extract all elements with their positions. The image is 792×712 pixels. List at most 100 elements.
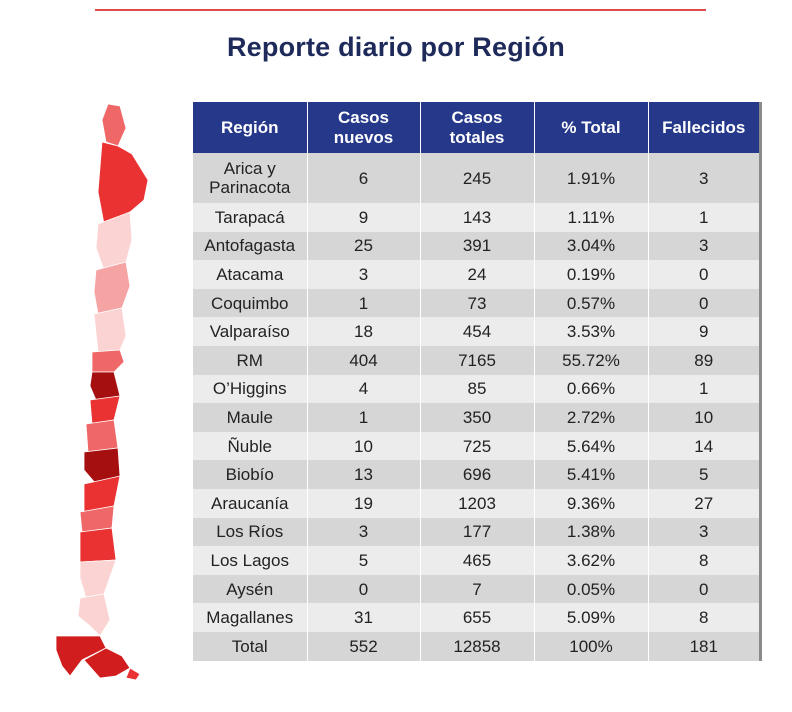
total-cases-cell: 391 xyxy=(420,231,535,261)
region-cell: Maule xyxy=(193,403,308,432)
deaths-cell: 3 xyxy=(648,153,759,203)
table-row: Los Ríos 3 177 1.38% 3 xyxy=(193,517,759,547)
total-cases-cell: 177 xyxy=(420,517,535,547)
table-row: Biobío 13 696 5.41% 5 xyxy=(193,460,759,489)
map-region-6 xyxy=(91,349,125,373)
region-cell: Aysén xyxy=(193,574,308,604)
new-cases-cell: 404 xyxy=(307,345,421,375)
region-cell: Arica y Parinacota xyxy=(193,153,308,203)
new-cases-cell: 9 xyxy=(307,203,421,232)
total-total-cases-cell: 12858 xyxy=(420,631,535,661)
region-cell: RM xyxy=(193,345,308,375)
region-cell: Atacama xyxy=(193,260,308,289)
map-region-7 xyxy=(89,371,121,401)
table-row: Los Lagos 5 465 3.62% 8 xyxy=(193,546,759,575)
deaths-cell: 14 xyxy=(648,431,759,461)
percent-total-cell: 2.72% xyxy=(534,403,649,432)
new-cases-cell: 10 xyxy=(307,431,421,461)
table-row: Valparaíso 18 454 3.53% 9 xyxy=(193,317,759,346)
column-header-total-cases: Casos totales xyxy=(420,102,535,153)
total-cases-cell: 143 xyxy=(420,203,535,232)
total-cases-cell: 245 xyxy=(420,153,535,203)
total-cases-cell: 465 xyxy=(420,546,535,575)
map-region-13 xyxy=(79,527,117,563)
percent-total-cell: 3.62% xyxy=(534,546,649,575)
column-header-region: Región xyxy=(193,102,308,153)
region-cell: Magallanes xyxy=(193,603,308,632)
region-cell: Biobío xyxy=(193,460,308,489)
map-region-14 xyxy=(79,559,117,599)
percent-total-cell: 0.05% xyxy=(534,574,649,604)
table-row: Maule 1 350 2.72% 10 xyxy=(193,403,759,432)
page-title: Reporte diario por Región xyxy=(226,32,566,62)
total-cases-cell: 1203 xyxy=(420,488,535,518)
region-cell: O’Higgins xyxy=(193,374,308,404)
map-region-8 xyxy=(89,395,121,425)
percent-total-cell: 5.41% xyxy=(534,460,649,489)
table-total-row: Total 552 12858 100% 181 xyxy=(193,631,759,661)
percent-total-cell: 0.66% xyxy=(534,374,649,404)
total-cases-cell: 725 xyxy=(420,431,535,461)
total-new-cases-cell: 552 xyxy=(307,631,421,661)
column-header-new-cases: Casos nuevos xyxy=(307,102,421,153)
table-row: Antofagasta 25 391 3.04% 3 xyxy=(193,231,759,261)
total-label-cell: Total xyxy=(193,631,308,661)
region-cell: Antofagasta xyxy=(193,231,308,261)
table-row: Coquimbo 1 73 0.57% 0 xyxy=(193,288,759,318)
deaths-cell: 3 xyxy=(648,517,759,547)
deaths-cell: 1 xyxy=(648,374,759,404)
region-cell: Ñuble xyxy=(193,431,308,461)
total-cases-cell: 655 xyxy=(420,603,535,632)
map-region-15 xyxy=(77,593,111,637)
total-deaths-cell: 181 xyxy=(648,631,759,661)
top-divider-line xyxy=(95,9,706,11)
new-cases-cell: 13 xyxy=(307,460,421,489)
total-cases-cell: 85 xyxy=(420,374,535,404)
percent-total-cell: 0.57% xyxy=(534,288,649,318)
column-header-percent-total: % Total xyxy=(534,102,649,153)
chile-regions-map xyxy=(55,103,149,681)
table-header-row: Región Casos nuevos Casos totales % Tota… xyxy=(193,102,759,153)
total-cases-cell: 7 xyxy=(420,574,535,604)
new-cases-cell: 25 xyxy=(307,231,421,261)
column-header-deaths: Fallecidos xyxy=(648,102,759,153)
deaths-cell: 10 xyxy=(648,403,759,432)
regional-report-table-container: Región Casos nuevos Casos totales % Tota… xyxy=(193,102,759,661)
map-region-3 xyxy=(95,211,133,271)
table-row: Aysén 0 7 0.05% 0 xyxy=(193,574,759,604)
map-region-18 xyxy=(125,667,141,681)
deaths-cell: 0 xyxy=(648,260,759,289)
percent-total-cell: 9.36% xyxy=(534,488,649,518)
map-region-1 xyxy=(101,103,127,147)
region-cell: Los Lagos xyxy=(193,546,308,575)
new-cases-cell: 31 xyxy=(307,603,421,632)
new-cases-cell: 3 xyxy=(307,260,421,289)
deaths-cell: 0 xyxy=(648,288,759,318)
table-row: Atacama 3 24 0.19% 0 xyxy=(193,260,759,289)
region-cell: Los Ríos xyxy=(193,517,308,547)
percent-total-cell: 1.11% xyxy=(534,203,649,232)
percent-total-cell: 5.64% xyxy=(534,431,649,461)
deaths-cell: 5 xyxy=(648,460,759,489)
map-region-9 xyxy=(85,419,119,453)
deaths-cell: 27 xyxy=(648,488,759,518)
table-row: Araucanía 19 1203 9.36% 27 xyxy=(193,488,759,518)
region-cell: Tarapacá xyxy=(193,203,308,232)
table-body: Arica y Parinacota 6 245 1.91% 3 Tarapacá 9 143… xyxy=(193,153,759,632)
region-cell: Valparaíso xyxy=(193,317,308,346)
percent-total-cell: 0.19% xyxy=(534,260,649,289)
total-cases-cell: 696 xyxy=(420,460,535,489)
new-cases-cell: 0 xyxy=(307,574,421,604)
percent-total-cell: 1.91% xyxy=(534,153,649,203)
total-cases-cell: 7165 xyxy=(420,345,535,375)
table-row: Tarapacá 9 143 1.11% 1 xyxy=(193,203,759,232)
new-cases-cell: 1 xyxy=(307,403,421,432)
deaths-cell: 8 xyxy=(648,603,759,632)
table-row: RM 404 7165 55.72% 89 xyxy=(193,345,759,375)
region-cell: Coquimbo xyxy=(193,288,308,318)
map-region-2 xyxy=(97,141,149,225)
new-cases-cell: 3 xyxy=(307,517,421,547)
deaths-cell: 9 xyxy=(648,317,759,346)
map-regions xyxy=(55,103,149,681)
total-cases-cell: 73 xyxy=(420,288,535,318)
